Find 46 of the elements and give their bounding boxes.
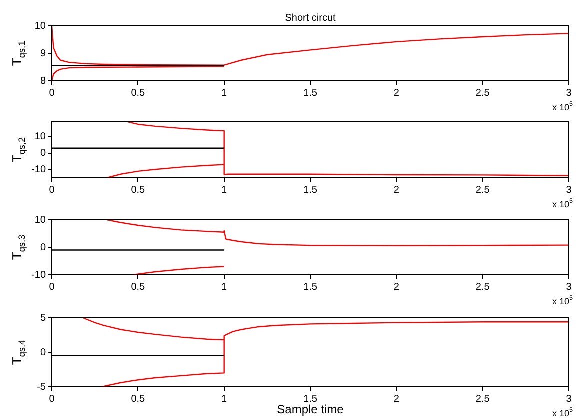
x-tick-label: 1.5 <box>304 88 318 99</box>
y-tick-label: 10 <box>34 132 46 143</box>
x-tick-label: 1 <box>222 394 228 405</box>
x-tick-label: 2.5 <box>476 88 490 99</box>
chart-title: Short circut <box>285 12 336 24</box>
y-axis-title: Tqs,4 <box>10 340 28 366</box>
y-tick-label: 8 <box>40 76 46 87</box>
y-tick-label: 0 <box>40 148 46 160</box>
x-tick-label: 3 <box>566 184 572 196</box>
x-tick-label: 0 <box>49 282 56 293</box>
x-tick-label: 2 <box>394 394 400 405</box>
x-tick-label: 2.5 <box>476 184 490 196</box>
x-tick-label: 0 <box>49 184 56 196</box>
x-tick-label: 2.5 <box>476 282 490 293</box>
y-tick-label: -10 <box>32 164 46 176</box>
x-tick-label: 2 <box>394 88 400 99</box>
x-tick-label: 2 <box>394 282 400 293</box>
y-tick-label: -10 <box>32 270 46 281</box>
x-axis-title: Sample time <box>277 402 344 416</box>
x-tick-label: 1.5 <box>304 184 318 196</box>
x-tick-label: 1 <box>222 88 228 99</box>
x-tick-label: 0.5 <box>131 88 146 99</box>
y-tick-label: 5 <box>40 312 46 324</box>
y-axis-title: Tqs,1 <box>10 40 28 66</box>
y-tick-label: 0 <box>40 242 46 254</box>
x-tick-label: 3 <box>566 282 572 293</box>
x-tick-label: 1 <box>222 184 228 196</box>
x-tick-label: 2 <box>394 184 400 196</box>
x-tick-label: 0 <box>49 394 56 405</box>
y-tick-label: 9 <box>40 48 46 60</box>
x-tick-label: 0 <box>49 88 56 99</box>
x-tick-label: 0.5 <box>131 282 146 293</box>
x-tick-label: 1.5 <box>304 282 318 293</box>
x-tick-label: 1.5 <box>304 394 318 405</box>
x-tick-label: 0.5 <box>131 184 146 196</box>
y-axis-title: Tqs,3 <box>10 234 28 260</box>
x-tick-label: 0.5 <box>131 394 146 405</box>
x-tick-label: 3 <box>566 88 572 99</box>
y-tick-label: 10 <box>34 20 46 32</box>
x-tick-label: 3 <box>566 394 572 405</box>
x-tick-label: 1 <box>222 282 228 293</box>
y-tick-label: -5 <box>37 382 46 393</box>
x-tick-label: 2.5 <box>476 394 490 405</box>
y-axis-title: Tqs,2 <box>10 137 28 163</box>
y-tick-label: 0 <box>40 347 46 358</box>
y-tick-label: 10 <box>34 214 46 226</box>
